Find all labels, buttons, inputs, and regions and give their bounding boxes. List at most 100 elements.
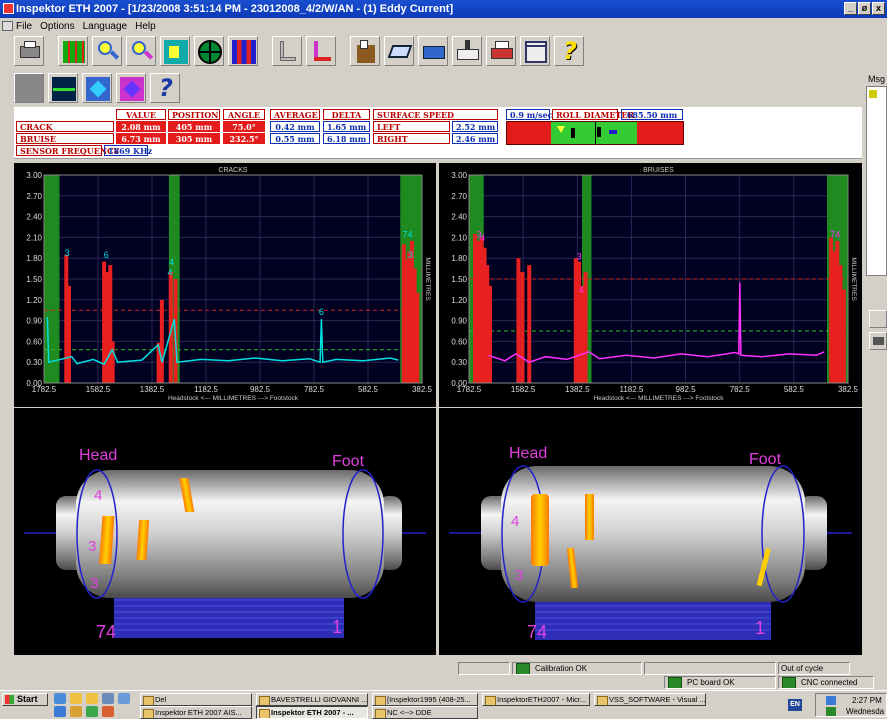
defect-spike [580, 285, 585, 383]
measurement-panel: VALUE POSITION ANGLE AVERAGE DELTA SURFA… [14, 107, 862, 159]
quicklaunch-folder-icon[interactable] [86, 693, 98, 704]
zone-label: 4 [94, 487, 102, 504]
status-cycle: Out of cycle [778, 662, 850, 675]
task-button[interactable]: InspektorETH2007 - Micr... [482, 693, 590, 706]
task-button[interactable]: VSS_SOFTWARE - Visual ... [594, 693, 706, 706]
sensor-frequency-value: 1869 KHz [104, 145, 152, 156]
side-blank-button[interactable] [869, 310, 887, 328]
quicklaunch-ie-icon[interactable] [54, 693, 66, 704]
quicklaunch-app-icon[interactable] [102, 706, 114, 717]
defect-spike [476, 240, 481, 383]
windows-taskbar: Start Del BAVESTRELLI GIOVANNI ... [Insp… [0, 690, 887, 719]
language-indicator[interactable]: EN [788, 699, 802, 711]
about-button[interactable]: ? [150, 73, 180, 103]
defect-label: 4 [167, 268, 172, 278]
bruise-value: 6.73 mm [116, 133, 166, 144]
app-icon [3, 3, 14, 14]
printer-icon [873, 337, 884, 345]
roll-3d-cracks-svg: Head Foot 4 3 3 74 1 [24, 447, 426, 642]
document-icon[interactable] [2, 21, 13, 31]
status-pc-board-text: PC board OK [687, 678, 735, 687]
task-button[interactable]: BAVESTRELLI GIOVANNI ... [256, 693, 368, 706]
magnifier-icon [132, 41, 146, 55]
roll-3d-view-cracks[interactable]: Head Foot 4 3 3 74 1 [14, 408, 436, 655]
crack-position: 405 mm [168, 121, 220, 132]
menu-file[interactable]: File [16, 20, 33, 32]
signal-line [488, 282, 825, 364]
spectrum-button[interactable] [228, 36, 258, 66]
quicklaunch-app-icon[interactable] [102, 693, 114, 704]
database-button[interactable] [350, 36, 380, 66]
end-track-number: 1 [332, 617, 342, 637]
message-list[interactable] [866, 86, 887, 276]
cnc-icon [782, 677, 796, 688]
help-button[interactable]: ? [554, 36, 584, 66]
defect-label: 6 [319, 307, 324, 317]
task-button-active[interactable]: Inspektor ETH 2007 - ... [256, 706, 368, 719]
roll-body [501, 466, 805, 602]
x-tick-label: 1782.5 [457, 385, 482, 394]
sensor-2-button[interactable] [126, 36, 156, 66]
status-calibration-text: Calibration OK [535, 664, 588, 673]
header-surface-speed: SURFACE SPEED [373, 109, 498, 120]
task-button[interactable]: Inspektor ETH 2007 AIS... [140, 706, 252, 719]
sound-button[interactable] [160, 36, 190, 66]
crack-side: LEFT [373, 121, 450, 132]
x-tick-label: 382.5 [412, 385, 433, 394]
close-button[interactable]: x [872, 2, 885, 15]
bruise-label: BRUISE [16, 133, 114, 144]
sensor-button[interactable] [92, 36, 122, 66]
window-button[interactable] [520, 36, 550, 66]
roll-3d-view-bruises[interactable]: Head Foot 4 3 74 1 [439, 408, 862, 655]
task-button[interactable]: [Inspektor1995 (408-25... [372, 693, 478, 706]
grid-view-button[interactable] [58, 36, 88, 66]
start-button[interactable]: Start [2, 693, 48, 706]
task-button[interactable]: Del [140, 693, 252, 706]
defect-spike [168, 272, 173, 383]
defect-label: 4 [579, 285, 584, 295]
print-button[interactable] [14, 36, 44, 66]
sensor-a-button[interactable] [82, 73, 112, 103]
window-titlebar[interactable]: Inspektor ETH 2007 - [1/23/2008 3:51:14 … [0, 0, 887, 18]
status-cnc-text: CNC connected [801, 678, 858, 687]
quicklaunch-folder-icon[interactable] [70, 693, 82, 704]
export-button[interactable] [452, 36, 482, 66]
clock-time[interactable]: 2:27 PM [852, 696, 882, 705]
layout-button[interactable] [272, 36, 302, 66]
blank-button[interactable] [14, 73, 44, 103]
side-printer-button[interactable] [869, 332, 887, 350]
quicklaunch-desktop-icon[interactable] [118, 693, 130, 704]
target-button[interactable] [194, 36, 224, 66]
menu-language[interactable]: Language [82, 20, 128, 32]
y-tick-label: 3.00 [451, 171, 467, 180]
restore-button[interactable]: ø [858, 2, 871, 15]
zone-label: 3 [90, 575, 98, 592]
export-icon [457, 49, 479, 60]
sensor-b-button[interactable] [116, 73, 146, 103]
waveform-button[interactable] [48, 73, 78, 103]
tray-network-icon[interactable] [826, 696, 836, 705]
msg-label: Msg [868, 74, 886, 84]
roll-neck-foot [799, 496, 827, 570]
menu-help[interactable]: Help [135, 20, 156, 32]
header-position: POSITION [168, 109, 220, 120]
defect-label: 3 [577, 252, 582, 262]
keyboard-button[interactable] [418, 36, 448, 66]
print-setup-button[interactable] [486, 36, 516, 66]
defect-spike [110, 341, 115, 383]
crack-flaw-marker [136, 520, 150, 560]
quicklaunch-app-icon[interactable] [54, 706, 66, 717]
menu-options[interactable]: Options [40, 20, 75, 32]
eraser-button[interactable] [384, 36, 414, 66]
head-label: Head [79, 447, 117, 464]
task-button[interactable]: NC <--> DDE [372, 706, 478, 719]
quicklaunch-app-icon[interactable] [86, 706, 98, 717]
y-tick-label: 2.40 [451, 213, 467, 222]
x-axis-label: Headstock <--- MILLIMETRES ---> Footstoc… [593, 395, 724, 402]
message-item-icon[interactable] [869, 90, 877, 98]
tray-app-icon[interactable] [826, 707, 836, 716]
quicklaunch-app-icon[interactable] [70, 706, 82, 717]
minimize-button[interactable]: _ [844, 2, 857, 15]
y-tick-label: 2.70 [451, 192, 467, 201]
axis-button[interactable] [306, 36, 336, 66]
